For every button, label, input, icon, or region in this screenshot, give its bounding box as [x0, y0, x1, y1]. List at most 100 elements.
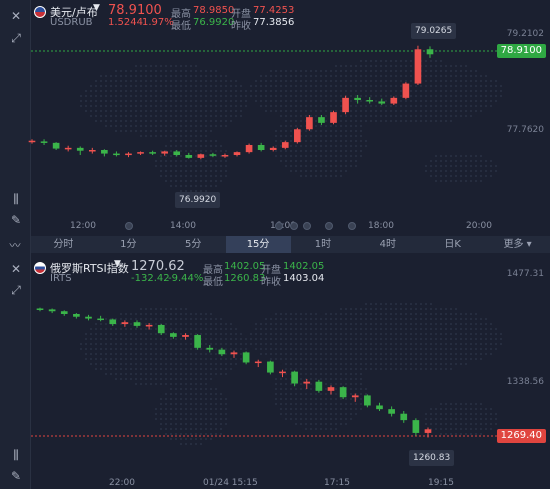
candle-body [230, 352, 238, 355]
candle-body [85, 316, 92, 319]
candle-body [339, 387, 347, 398]
draw-pen-icon[interactable]: ✎ [10, 213, 22, 227]
x-axis-label: 17:15 [324, 478, 350, 488]
usdrub-candles [28, 45, 505, 160]
candle-body [133, 322, 141, 326]
low-label: 最低 [171, 21, 191, 32]
candle-body [64, 147, 72, 150]
event-marker-icon[interactable] [290, 222, 298, 230]
tf-more[interactable]: 更多 ▾ [503, 239, 532, 250]
chevron-down-icon[interactable]: ▼ [93, 3, 100, 13]
candle-body [306, 117, 313, 130]
low-value: 1260.83 [224, 273, 266, 284]
candle-body [173, 151, 181, 155]
tf-intraday[interactable]: 分时 [53, 239, 74, 250]
candle-body [303, 381, 311, 384]
low-callout: 76.9920 [175, 192, 221, 208]
candle-body [414, 49, 422, 84]
candle-body [390, 97, 398, 104]
candle-body [182, 335, 189, 337]
event-marker-icon[interactable] [348, 222, 356, 230]
candle-body [149, 152, 156, 154]
last-price: 1270.62 [131, 259, 185, 274]
event-marker-icon[interactable] [275, 222, 283, 230]
tf-1min[interactable]: 1分 [120, 239, 137, 250]
candle-body [48, 309, 56, 312]
candle-body [28, 140, 36, 143]
indicator-icon[interactable]: ⫼ [13, 192, 19, 206]
bottom-left-toolbar: ✕ ⤢ ⫼ ✎ [0, 253, 31, 489]
candle-body [400, 413, 408, 421]
high-callout: 79.0265 [411, 23, 457, 39]
y-axis-label: 79.2102 [506, 29, 544, 39]
tf-15min[interactable]: 15分 [225, 236, 291, 253]
y-axis-label: 77.7620 [506, 125, 544, 135]
candle-body [426, 49, 434, 55]
usdrub-chart-pane[interactable]: ✕ ⤢ ⫼ ✎ 美元/卢布 ▼ USDRUB 78.9100 1.5244 1.… [0, 0, 550, 236]
high-label: 最高 [171, 9, 191, 20]
last-price: 78.9100 [108, 3, 162, 18]
prev-close-label: 昨收 [261, 277, 281, 288]
candle-body [73, 313, 80, 317]
candle-body [209, 154, 217, 156]
world-map-background [80, 303, 502, 445]
price-change: -132.42 [131, 273, 170, 284]
candle-body [279, 371, 286, 374]
candle-body [197, 154, 205, 158]
rtsi-candles [31, 307, 505, 438]
tf-1hour[interactable]: 1时 [314, 239, 332, 250]
candle-body [351, 395, 359, 398]
candle-body [170, 333, 177, 337]
us-flag-icon [34, 6, 46, 18]
event-marker-icon[interactable] [303, 222, 311, 230]
tf-5min[interactable]: 5分 [185, 239, 202, 250]
chevron-down-icon[interactable]: ▼ [114, 259, 121, 269]
world-map-background [80, 60, 502, 192]
high-value: 78.9850 [193, 5, 235, 16]
candle-body [254, 361, 262, 364]
candle-body [88, 150, 96, 152]
rtsi-chart-pane[interactable]: ✕ ⤢ ⫼ ✎ 俄罗斯RTSI指数 ▼ IRTS 1270.62 -132.42… [0, 253, 550, 489]
expand-icon[interactable]: ⤢ [11, 31, 21, 45]
high-label: 最高 [203, 265, 223, 276]
close-icon[interactable]: ✕ [10, 262, 22, 276]
candle-body [233, 152, 241, 155]
symbol-name[interactable]: 俄罗斯RTSI指数 [50, 262, 129, 275]
candle-body [101, 150, 108, 154]
candle-body [36, 308, 44, 310]
event-marker-icon[interactable] [325, 222, 333, 230]
candle-body [257, 145, 265, 150]
close-icon[interactable]: ✕ [10, 9, 22, 23]
tf-4hour[interactable]: 4时 [379, 239, 396, 250]
last-price-tag: 78.9100 [496, 44, 546, 58]
candle-body [60, 311, 68, 314]
candle-body [354, 97, 361, 100]
candle-body [194, 335, 201, 348]
candle-body [157, 324, 165, 334]
candle-body [245, 145, 253, 153]
symbol-code: IRTS [50, 273, 72, 284]
open-value: 1402.05 [283, 261, 325, 272]
candle-body [330, 112, 337, 123]
symbol-code: USDRUB [50, 17, 93, 28]
candle-body [412, 420, 420, 433]
open-label: 开盘 [231, 9, 251, 20]
expand-icon[interactable]: ⤢ [11, 283, 21, 297]
prev-close-label: 昨收 [231, 21, 251, 32]
tf-daily[interactable]: 日K [444, 239, 461, 250]
symbol-name[interactable]: 美元/卢布 [50, 6, 98, 19]
price-change-pct: 1.97% [142, 17, 174, 28]
candle-body [291, 371, 298, 384]
last-price-tag: 1269.40 [496, 429, 546, 443]
indicator-icon[interactable]: ⫼ [13, 448, 19, 462]
high-value: 1402.05 [224, 261, 266, 272]
x-axis-label: 19:15 [428, 478, 454, 488]
candle-body [52, 142, 60, 149]
chart-style-icon[interactable]: 〰 [0, 236, 31, 253]
draw-pen-icon[interactable]: ✎ [10, 469, 22, 483]
candle-body [40, 141, 48, 143]
candle-body [242, 352, 250, 363]
event-marker-icon[interactable] [125, 222, 133, 230]
timeframe-bar: 分时 1分 5分 15分 1时 4时 日K 更多 ▾ [31, 236, 550, 253]
candle-body [185, 155, 193, 158]
